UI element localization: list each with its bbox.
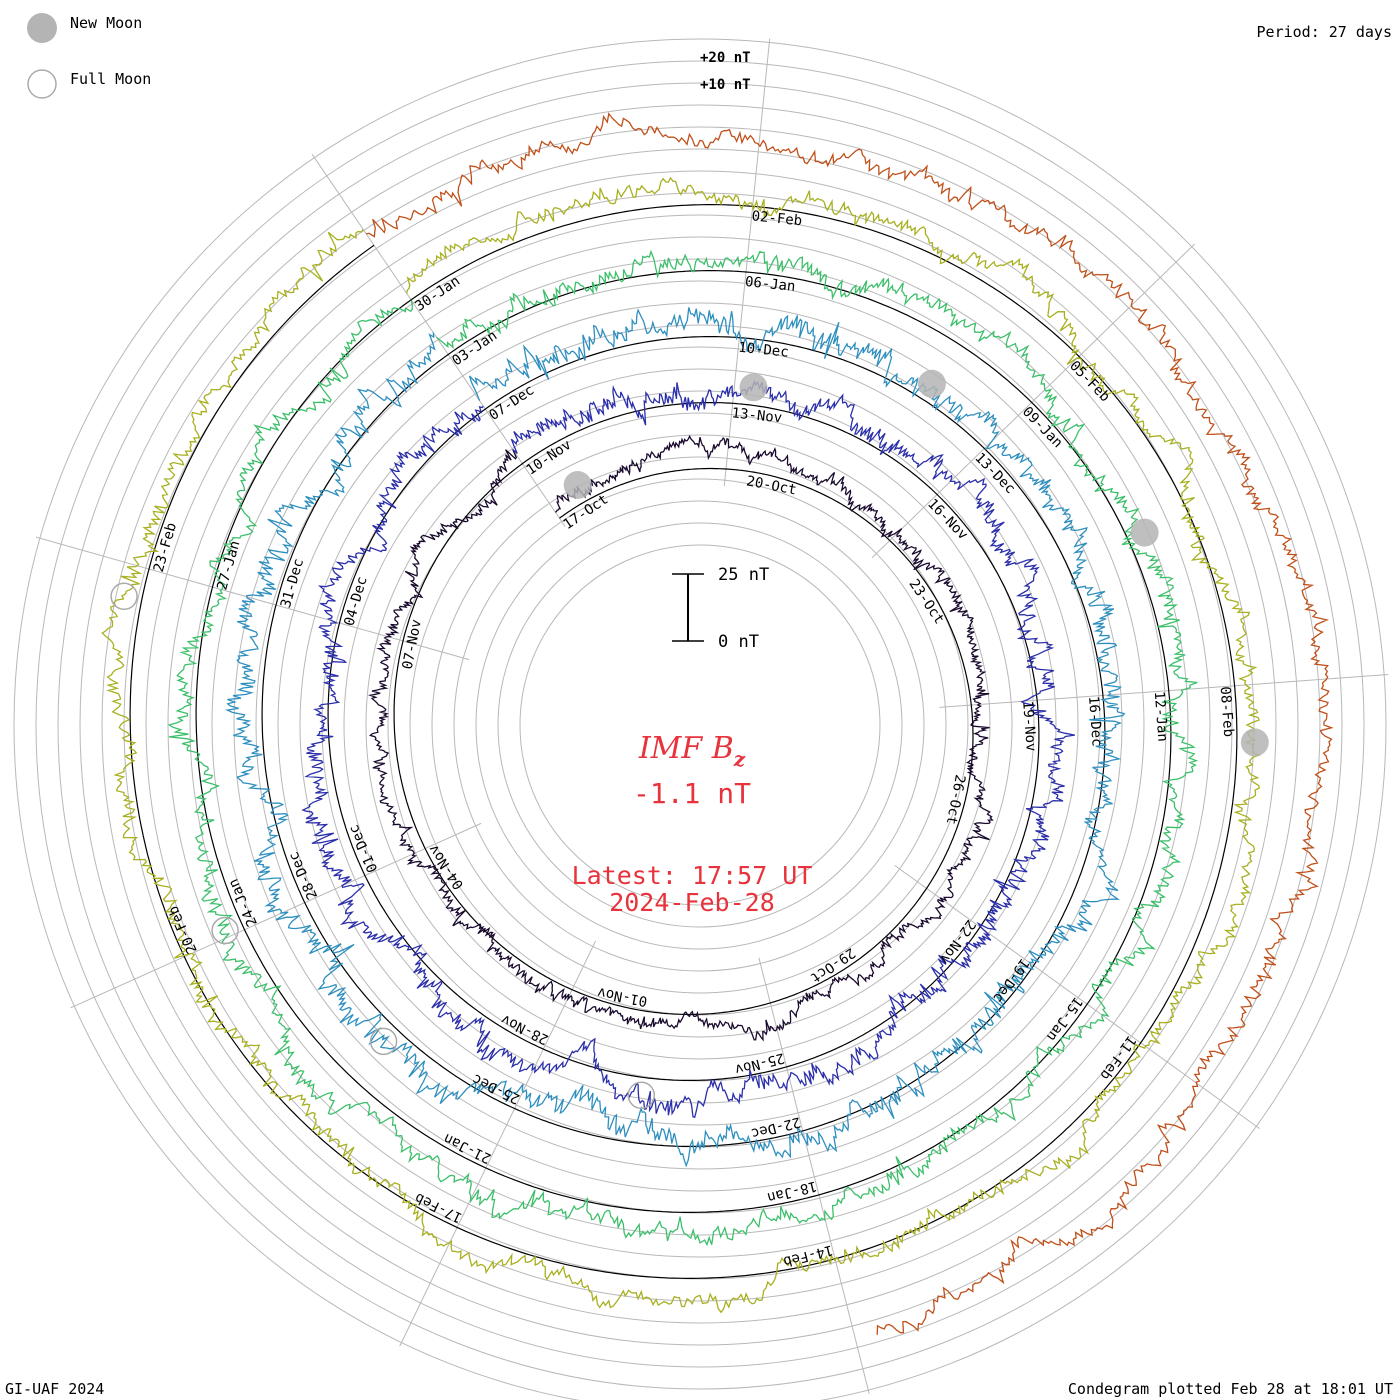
chart-title: IMF Bz	[638, 731, 746, 771]
ring-scale-label-10: +10 nT	[700, 77, 751, 93]
ring-scale-label-20: +20 nT	[700, 50, 751, 66]
grid-ring	[211, 236, 1189, 1214]
grid-ring	[387, 412, 1013, 1038]
full-moon-marker	[110, 582, 138, 611]
grid-ring	[145, 170, 1255, 1280]
date-label: 19-Nov	[1019, 700, 1039, 752]
latest-time: Latest: 17:57 UT	[572, 861, 813, 890]
grid-ring	[519, 544, 881, 906]
date-label: 10-Dec	[737, 340, 789, 361]
series-rotation-3	[167, 249, 1199, 1247]
grid-spoke	[894, 864, 1260, 1130]
full-moon-legend-label: Full Moon	[70, 70, 151, 88]
scale-bar: 25 nT 0 nT	[672, 565, 769, 652]
grid-ring	[255, 280, 1145, 1170]
grid-rings	[13, 38, 1387, 1400]
new-moon-marker	[1130, 518, 1159, 547]
footer-credit: GI-UAF 2024	[5, 1380, 104, 1398]
grid-ring	[79, 104, 1321, 1346]
grid-ring	[13, 38, 1387, 1400]
series-rotation-0	[367, 434, 994, 1042]
grid-ring	[365, 390, 1035, 1060]
date-label: 21-Jan	[441, 1130, 494, 1166]
full-moon-marker	[369, 1027, 398, 1056]
new-moon-marker	[739, 373, 768, 402]
grid-ring	[343, 368, 1057, 1082]
full-moon-legend-symbol	[27, 69, 57, 99]
date-label: 19-Dec	[989, 955, 1032, 1005]
grid-ring	[57, 82, 1343, 1368]
grid-ring	[277, 302, 1123, 1148]
latest-date: 2024-Feb-28	[609, 888, 775, 917]
full-moon-marker	[211, 916, 239, 945]
grid-ring	[409, 434, 991, 1016]
grid-ring	[299, 324, 1101, 1126]
date-label: 17-Feb	[412, 1189, 465, 1225]
grid-ring	[101, 126, 1299, 1324]
full-moon-marker	[627, 1081, 656, 1110]
date-label: 26-Oct	[943, 773, 968, 826]
current-value: -1.1 nT	[633, 777, 751, 810]
baseline-spiral	[129, 204, 1238, 1279]
grid-spoke	[758, 957, 870, 1395]
chart-title-main: IMF B	[638, 731, 734, 766]
moon-markers	[110, 369, 1269, 1110]
grid-ring	[497, 522, 903, 928]
series-rotation-1	[301, 379, 1075, 1119]
date-label: 01-Nov	[596, 984, 649, 1009]
grid-spoke	[871, 243, 1196, 559]
grid-ring	[453, 478, 947, 972]
period-label: Period: 27 days	[1257, 23, 1392, 41]
grid-spoke	[939, 673, 1389, 708]
date-label: 16-Dec	[1085, 696, 1105, 748]
scale-bar-top-label: 25 nT	[718, 565, 769, 585]
grid-ring	[35, 60, 1365, 1390]
grid-spoke	[723, 38, 771, 487]
date-label: 12-Jan	[1151, 691, 1171, 743]
date-label: 02-Feb	[751, 208, 803, 229]
series-layer	[101, 112, 1334, 1335]
date-label: 01-Dec	[346, 822, 381, 875]
series-rotation-4	[101, 176, 1262, 1314]
grid-ring	[123, 148, 1277, 1302]
grid-spoke	[311, 154, 566, 527]
new-moon-legend-symbol	[27, 13, 57, 43]
scale-bar-bottom-label: 0 nT	[718, 632, 759, 652]
date-label: 13-Nov	[731, 405, 783, 426]
grid-spokes	[35, 38, 1389, 1395]
grid-ring	[431, 456, 969, 994]
series-rotation-5	[366, 112, 1334, 1335]
date-label: 20-Oct	[745, 473, 798, 498]
series-rotation-2	[224, 307, 1126, 1168]
date-label: 28-Nov	[499, 1011, 552, 1047]
new-moon-marker	[917, 369, 946, 398]
date-label: 06-Jan	[744, 274, 796, 295]
date-label: 22-Nov	[936, 916, 979, 966]
chart-title-subscript: z	[733, 747, 746, 771]
date-label: 24-Jan	[226, 876, 261, 929]
date-label: 11-Feb	[1096, 1032, 1139, 1082]
new-moon-marker	[563, 471, 592, 499]
date-label: 08-Feb	[1217, 686, 1237, 738]
date-label: 25-Dec	[470, 1070, 523, 1106]
grid-spoke	[399, 940, 596, 1347]
new-moon-legend-label: New Moon	[70, 14, 142, 32]
grid-ring	[233, 258, 1167, 1192]
date-label: 20-Feb	[165, 903, 200, 956]
grid-ring	[189, 214, 1211, 1236]
grid-ring	[321, 346, 1079, 1104]
new-moon-marker	[1240, 728, 1269, 757]
grid-spoke	[35, 536, 470, 661]
grid-ring	[475, 500, 925, 950]
date-label: 28-Dec	[286, 849, 321, 902]
footer-plotted: Condegram plotted Feb 28 at 18:01 UT	[1068, 1380, 1393, 1398]
grid-spoke	[70, 822, 482, 1009]
baseline-spiral-path	[129, 204, 1238, 1279]
